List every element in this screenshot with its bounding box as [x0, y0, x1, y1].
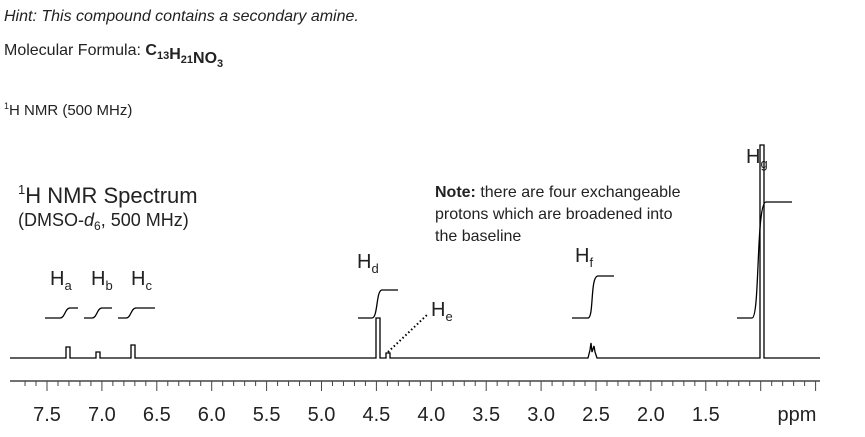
sub: f — [589, 255, 593, 270]
sup: 1 — [18, 182, 25, 197]
x-tick-label: 5.0 — [308, 404, 336, 426]
element: H — [169, 46, 181, 63]
unit: ppm — [778, 404, 817, 426]
count: 13 — [157, 50, 169, 62]
note-line: the baseline — [435, 228, 521, 245]
letter: H — [357, 251, 371, 273]
letter: H — [746, 146, 760, 168]
x-tick-label: 4.0 — [417, 404, 445, 426]
pointer — [387, 313, 429, 353]
integral — [358, 289, 398, 319]
sub: d — [371, 261, 378, 276]
text: H NMR (500 MHz) — [9, 102, 132, 119]
x-tick-label: 1.5 — [692, 404, 720, 426]
spectrum-title: 1H NMR Spectrum — [18, 182, 198, 208]
text: H NMR Spectrum — [25, 183, 197, 208]
note-line: protons which are broadened into — [435, 206, 673, 223]
x-tick-label: 6.0 — [198, 404, 226, 426]
letter: H — [131, 268, 145, 290]
x-tick-label: 7.0 — [88, 404, 116, 426]
formula-label: Molecular Formula: — [4, 42, 141, 59]
integral — [572, 275, 614, 319]
formula: C13H21NO3 — [145, 42, 223, 70]
sub: e — [445, 309, 452, 324]
peak-label: He — [431, 299, 453, 324]
x-tick-label: 7.5 — [33, 404, 61, 426]
x-tick-label: 2.0 — [637, 404, 665, 426]
pre: (DMSO- — [18, 210, 84, 230]
spectrum-trace — [10, 144, 820, 359]
peak-label: Ha — [50, 268, 72, 293]
note-bold: Note: — [435, 184, 476, 201]
count: 3 — [217, 58, 223, 70]
integral — [118, 307, 155, 319]
count: 21 — [181, 54, 193, 66]
peak-label: Hf — [575, 245, 593, 270]
x-tick-label: 3.0 — [527, 404, 555, 426]
integral — [737, 201, 792, 319]
x-tick-label: 2.5 — [582, 404, 610, 426]
note-line: Note: there are four exchangeable — [435, 184, 681, 201]
letter: H — [575, 245, 589, 267]
letter: H — [431, 299, 445, 321]
peak-label: Hb — [91, 268, 113, 293]
x-tick-label: 3.5 — [472, 404, 500, 426]
sup: 1 — [4, 101, 9, 111]
solvent: (DMSO-d6, 500 MHz) — [18, 210, 189, 233]
post: , 500 MHz) — [101, 210, 189, 230]
x-tick-label: 6.5 — [143, 404, 171, 426]
italic: d — [84, 210, 95, 230]
x-tick-label: 5.5 — [253, 404, 281, 426]
letter: H — [91, 268, 105, 290]
hint: Hint: This compound contains a secondary… — [4, 8, 359, 25]
sub: a — [64, 278, 72, 293]
integral — [84, 307, 112, 319]
peak-label: Hd — [357, 251, 379, 276]
peak-label: Hc — [131, 268, 152, 293]
sub: b — [105, 278, 112, 293]
note-text: there are four exchangeable — [476, 184, 681, 201]
x-tick-label: 4.5 — [362, 404, 390, 426]
integral — [45, 307, 78, 319]
nmr-heading: 1H NMR (500 MHz) — [4, 101, 132, 119]
formula-line: Molecular Formula: C13H21NO3 — [4, 42, 223, 70]
sub: 6 — [94, 219, 101, 233]
sub: c — [145, 278, 152, 293]
letter: H — [50, 268, 64, 290]
element: NO — [193, 50, 217, 67]
element: C — [145, 42, 157, 59]
